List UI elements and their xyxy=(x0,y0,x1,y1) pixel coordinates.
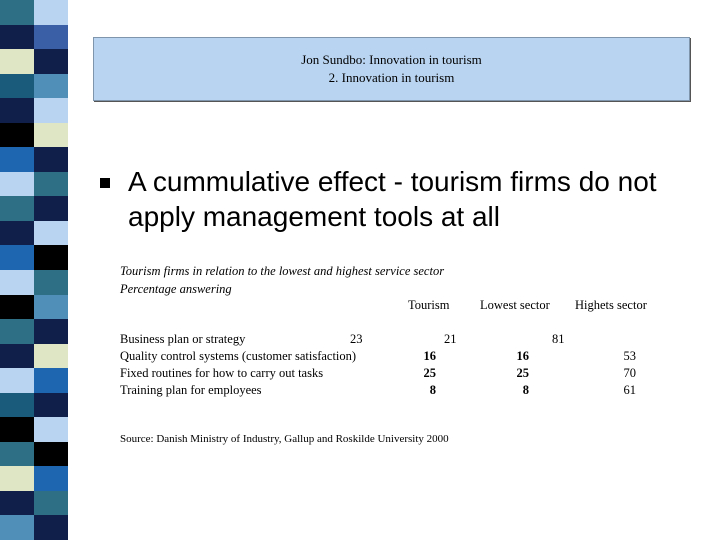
stripe-block xyxy=(0,466,68,492)
cell-lowest: 25 xyxy=(516,366,530,380)
stripe-block xyxy=(0,294,68,320)
stripe-block xyxy=(0,98,68,124)
stripe-right-half xyxy=(34,73,68,99)
stripe-left-half xyxy=(0,196,34,222)
row-label: Quality control systems (customer satisf… xyxy=(120,349,357,363)
cell-lowest: 8 xyxy=(522,383,529,397)
cell-tourism: 16 xyxy=(423,349,437,363)
stripe-left-half xyxy=(0,417,34,443)
stripe-left-half xyxy=(0,220,34,246)
stripe-left-half xyxy=(0,147,34,173)
stripe-right-half xyxy=(34,368,68,394)
stripe-right-half xyxy=(34,466,68,492)
stripe-block xyxy=(0,49,68,75)
slide-title-box: Jon Sundbo: Innovation in tourism 2. Inn… xyxy=(93,37,690,101)
stripe-block xyxy=(0,24,68,50)
stripe-right-half xyxy=(34,392,68,418)
stripe-left-half xyxy=(0,24,34,50)
stripe-block xyxy=(0,319,68,345)
stripe-left-half xyxy=(0,0,34,26)
cell-highest: 81 xyxy=(552,332,565,346)
stripe-right-half xyxy=(34,245,68,271)
stripe-block xyxy=(0,245,68,271)
stripe-block xyxy=(0,147,68,173)
row-label: Fixed routines for how to carry out task… xyxy=(120,366,324,380)
stripe-block xyxy=(0,343,68,369)
cell-highest: 53 xyxy=(623,349,637,363)
stripe-block xyxy=(0,171,68,197)
column-header-highest: Highets sector xyxy=(575,298,647,312)
stripe-left-half xyxy=(0,294,34,320)
stripe-right-half xyxy=(34,171,68,197)
cell-tourism: 25 xyxy=(423,366,437,380)
stripe-right-half xyxy=(34,98,68,124)
stripe-left-half xyxy=(0,98,34,124)
decorative-stripe-column xyxy=(0,0,68,540)
row-label: Business plan or strategy xyxy=(120,332,246,346)
stripe-left-half xyxy=(0,49,34,75)
stripe-right-half xyxy=(34,441,68,467)
stripe-right-half xyxy=(34,270,68,296)
stripe-left-half xyxy=(0,73,34,99)
source-note: Source: Danish Ministry of Industry, Gal… xyxy=(120,433,449,445)
stripe-block xyxy=(0,73,68,99)
stripe-left-half xyxy=(0,392,34,418)
column-header-lowest: Lowest sector xyxy=(480,298,550,312)
stripe-block xyxy=(0,392,68,418)
stripe-block xyxy=(0,122,68,148)
cell-tourism: 8 xyxy=(429,383,436,397)
stripe-left-half xyxy=(0,441,34,467)
stripe-right-half xyxy=(34,24,68,50)
cell-highest: 70 xyxy=(623,366,637,380)
cell-lowest: 16 xyxy=(516,349,530,363)
stripe-block xyxy=(0,490,68,516)
cell-highest: 61 xyxy=(623,383,637,397)
row-label: Training plan for employees xyxy=(120,383,262,397)
stripe-left-half xyxy=(0,490,34,516)
column-header-tourism: Tourism xyxy=(408,298,450,312)
stripe-left-half xyxy=(0,270,34,296)
stripe-left-half xyxy=(0,466,34,492)
stripe-left-half xyxy=(0,515,34,540)
stripe-right-half xyxy=(34,0,68,26)
stripe-right-half xyxy=(34,343,68,369)
stripe-right-half xyxy=(34,294,68,320)
stripe-right-half xyxy=(34,147,68,173)
stripe-block xyxy=(0,515,68,540)
stripe-right-half xyxy=(34,490,68,516)
stripe-right-half xyxy=(34,319,68,345)
stripe-left-half xyxy=(0,122,34,148)
stripe-block xyxy=(0,0,68,26)
title-section-line: 2. Innovation in tourism xyxy=(328,70,455,85)
title-author-line: Jon Sundbo: Innovation in tourism xyxy=(301,52,482,67)
bullet-point-text: A cummulative effect - tourism firms do … xyxy=(128,166,657,232)
stripe-left-half xyxy=(0,171,34,197)
stripe-block xyxy=(0,196,68,222)
stripe-left-half xyxy=(0,368,34,394)
stripe-left-half xyxy=(0,245,34,271)
stripe-right-half xyxy=(34,515,68,540)
stripe-block xyxy=(0,270,68,296)
stripe-left-half xyxy=(0,343,34,369)
stripe-right-half xyxy=(34,417,68,443)
stripe-right-half xyxy=(34,49,68,75)
stripe-block xyxy=(0,417,68,443)
stripe-right-half xyxy=(34,122,68,148)
stripe-block xyxy=(0,441,68,467)
stripe-right-half xyxy=(34,196,68,222)
table-caption: Tourism firms in relation to the lowest … xyxy=(120,264,445,278)
square-bullet-icon xyxy=(100,178,110,188)
stripe-left-half xyxy=(0,319,34,345)
cell-lowest: 21 xyxy=(444,332,457,346)
stripe-block xyxy=(0,220,68,246)
stripe-block xyxy=(0,368,68,394)
table-subcaption: Percentage answering xyxy=(120,282,232,296)
stripe-right-half xyxy=(34,220,68,246)
cell-tourism: 23 xyxy=(350,332,363,346)
